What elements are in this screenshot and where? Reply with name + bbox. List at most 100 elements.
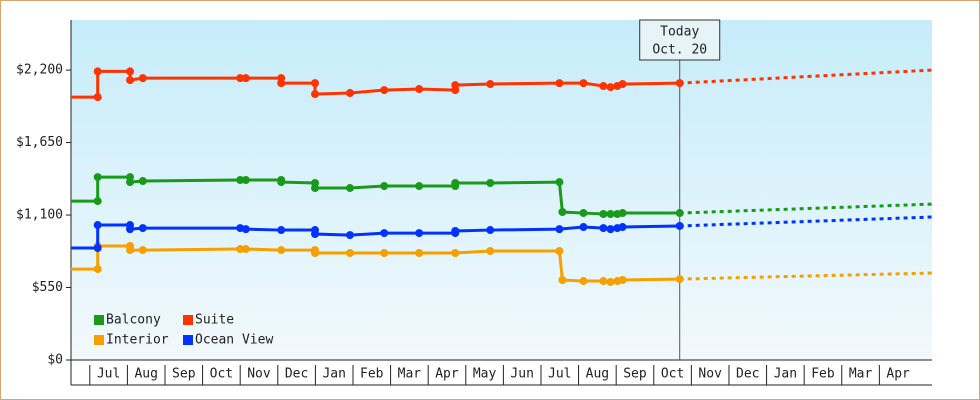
point [555, 225, 564, 234]
point [486, 247, 495, 256]
x-tick-label: Mar [398, 367, 422, 382]
x-tick-label: Dec [736, 367, 759, 382]
point [618, 80, 627, 89]
point [93, 173, 102, 182]
point [345, 248, 354, 257]
point [555, 79, 564, 88]
point [486, 80, 495, 89]
legend-swatch [183, 315, 193, 325]
point [675, 221, 684, 230]
point [451, 81, 460, 90]
point [138, 246, 147, 255]
point [599, 224, 608, 233]
point [138, 224, 147, 233]
point [415, 248, 424, 257]
point [415, 85, 424, 94]
forecast-line [679, 68, 933, 85]
point [345, 184, 354, 193]
point [618, 276, 627, 285]
forecast-line [679, 271, 933, 281]
point [126, 67, 135, 76]
point [599, 277, 608, 286]
y-tick-label: $0 [47, 353, 63, 368]
x-tick-label: Sep [623, 367, 647, 382]
point [241, 74, 250, 83]
point [345, 231, 354, 240]
point [380, 86, 389, 95]
point [126, 225, 135, 234]
legend-swatch [183, 335, 193, 345]
point [451, 179, 460, 188]
x-tick-label: Jun [510, 367, 533, 382]
point [277, 79, 286, 88]
point [345, 89, 354, 98]
point [415, 182, 424, 191]
point [93, 221, 102, 230]
y-tick-label: $2,200 [16, 63, 63, 78]
x-tick-label: Mar [849, 367, 873, 382]
point [241, 245, 250, 254]
point [93, 265, 102, 274]
point [380, 182, 389, 191]
point [138, 74, 147, 83]
point [138, 177, 147, 186]
point [93, 197, 102, 206]
y-tick-label: $550 [32, 280, 63, 295]
x-tick-label: Jul [97, 367, 120, 382]
point [579, 209, 588, 218]
legend-swatch [94, 315, 104, 325]
point [311, 230, 320, 239]
point [486, 179, 495, 188]
point [675, 209, 684, 218]
plot-area [71, 20, 932, 360]
point [277, 226, 286, 235]
x-tick-label: Nov [247, 367, 271, 382]
point [277, 246, 286, 255]
point [415, 229, 424, 238]
x-tick-label: Aug [586, 367, 609, 382]
point [380, 229, 389, 238]
point [311, 90, 320, 99]
point [618, 209, 627, 218]
point [311, 79, 320, 88]
point [451, 226, 460, 235]
x-tick-label: Feb [811, 367, 835, 382]
today-box [639, 19, 721, 61]
x-tick-label: Dec [285, 367, 308, 382]
point [126, 178, 135, 187]
point [555, 247, 564, 256]
legend-label: Suite [195, 313, 234, 328]
point [241, 225, 250, 234]
point [675, 275, 684, 284]
x-tick-label: Nov [698, 367, 722, 382]
point [93, 67, 102, 76]
point [618, 223, 627, 232]
point [380, 248, 389, 257]
legend-label: Interior [106, 333, 169, 348]
point [311, 248, 320, 257]
point [236, 175, 245, 184]
forecast-line [679, 202, 933, 215]
point [236, 245, 245, 254]
point [599, 82, 608, 91]
legend-swatch [94, 335, 104, 345]
x-tick-label: Aug [134, 367, 157, 382]
point [486, 226, 495, 235]
legend-label: Balcony [106, 313, 161, 328]
x-tick-label: Feb [360, 367, 384, 382]
point [606, 209, 615, 218]
point [675, 79, 684, 88]
point [606, 83, 615, 92]
forecast-line [679, 215, 933, 228]
point [599, 209, 608, 218]
point [606, 225, 615, 234]
x-tick-label: Jan [774, 367, 797, 382]
point [606, 277, 615, 286]
point [558, 208, 567, 217]
point [558, 276, 567, 285]
point [277, 178, 286, 187]
point [451, 248, 460, 257]
point [311, 184, 320, 193]
point [126, 76, 135, 85]
point [579, 79, 588, 88]
